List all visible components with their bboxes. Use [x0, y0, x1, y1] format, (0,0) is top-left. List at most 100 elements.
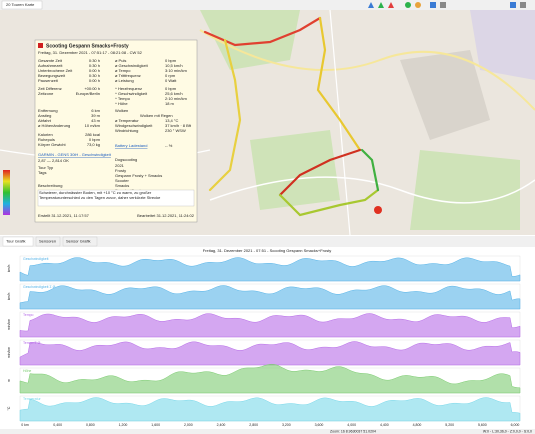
stat-label: ø Puls [115, 58, 126, 63]
stat-label: ^ Herzfrequenz [115, 86, 142, 91]
device-value: 2,87 — 2,814 OK [38, 158, 69, 163]
graph-name: Tempo Σ Ø [23, 341, 41, 345]
status-right: W:0 - L:30,36,0 - Z:0,0,0 - S:0,0 [483, 429, 532, 433]
graph-unit: m [7, 379, 11, 382]
stat-value: 286 kcal [85, 132, 100, 137]
route-marker[interactable] [374, 206, 382, 214]
stat-label: Unterbrochene Zeit [38, 68, 73, 73]
graphs: Geschwindigkeit km/h Geschwindigkeit Σ Ø km… [7, 255, 521, 422]
graph-title: Freitag, 31. Dezember 2021 - 07:51 - Sco… [203, 248, 332, 253]
stat-label: Körper Gewicht [38, 142, 66, 147]
popup-stats: Gesamte Zeit 0:30 h Aufnahmezeit 0:30 h Unte… [38, 58, 192, 193]
tab-bar [0, 236, 535, 247]
description: Schwierer, durchnässter Boden, mit +10 °… [39, 190, 161, 200]
tab[interactable] [2, 236, 34, 247]
tag: Smacks [115, 183, 129, 188]
x-tick-label: 4,400 [380, 423, 389, 427]
bottom-tabs: Tour Grafik Sensoren Sensor Grafik [2, 236, 98, 247]
stat-value: 73,0 kg [87, 142, 100, 147]
stat-label: Bewegungszeit [38, 73, 66, 78]
tour-type: Dogscooting [115, 157, 137, 162]
status-left: Zoom: 16 8.9630037 51.0204 [330, 429, 376, 433]
description-label: Beschreibung [38, 183, 62, 188]
x-tick-label: 6,000 [511, 423, 520, 427]
graph-name: Höhe [23, 369, 31, 373]
stat-value: 2:10 min/km [165, 96, 187, 101]
stat-label: Windrichtung [115, 128, 138, 133]
toolbar [0, 0, 535, 10]
x-tick-label: 0,400 [53, 423, 62, 427]
graph-unit: min/km [7, 319, 11, 330]
stat-label: Pausenzeit [38, 78, 59, 83]
graph-name: Geschwindigkeit Σ Ø [23, 285, 56, 289]
x-tick-label: 1,200 [119, 423, 128, 427]
description-box [37, 189, 195, 207]
stat-value: 0 bpm [165, 58, 177, 63]
stat-value: 0 rpm [165, 73, 176, 78]
tab-label: Tour Grafik [6, 239, 26, 244]
graph-area [19, 363, 521, 394]
stat-label: ø Geschwindigkeit [115, 63, 149, 68]
stat-value: +00:00 h [84, 86, 100, 91]
popup-icon [38, 43, 43, 48]
device-link[interactable]: GARMIN - GENS 30iH - Geschwindigkeit [38, 152, 112, 157]
tour-type-label: Tour Typ [38, 165, 54, 170]
edited: Bearbeitet 31.12.2021, 11:24:02 [137, 213, 195, 218]
stat-value: 10,5 km/h [165, 63, 183, 68]
stat-value: 43 m [91, 118, 101, 123]
stat-label: Ruhepuls [38, 137, 55, 142]
stat-label: ^ Geschwindigkeit [115, 91, 148, 96]
stat-label: Wolken [115, 108, 128, 113]
stat-value: 18 m [165, 101, 175, 106]
x-axis: 0 km 0,400 0,800 1,200 1,600 2,000 2,400 2,800 3… [21, 423, 519, 427]
x-tick-label: 5,600 [478, 423, 487, 427]
tag: 2021 [115, 163, 125, 168]
stat-value: 0 bpm [165, 86, 177, 91]
tag: Scooter [115, 178, 129, 183]
stat-value: 3:10 min/km [165, 68, 187, 73]
x-tick-label: 2,000 [184, 423, 193, 427]
tab-label: Sensoren [39, 239, 56, 244]
stat-label: Aufnahmezeit [38, 63, 63, 68]
color-legend [3, 170, 10, 215]
popup-date: Freitag, 31. Dezember 2021 - 07:51:17 - … [38, 50, 143, 55]
stat-label: ø Höhenänderung [38, 123, 70, 128]
tab[interactable] [62, 236, 98, 247]
created: Erstellt 31.12.2021, 11:17:57 [38, 213, 90, 218]
stat-value: 0 bpm [89, 137, 101, 142]
stat-value: 0:30 h [89, 73, 100, 78]
route [203, 16, 380, 217]
x-tick-label: 0 km [21, 423, 29, 427]
stat-label: Gesamte Zeit [38, 58, 63, 63]
stat-label: ø Trittfrequenz [115, 73, 141, 78]
x-tick-label: 5,200 [445, 423, 454, 427]
stat-label: Entfernung [38, 108, 58, 113]
stat-label: Kalorien [38, 132, 53, 137]
graph-unit: km/h [7, 293, 11, 301]
graph-area [19, 341, 521, 366]
stat-value: 230 ° WSW [165, 128, 186, 133]
stat-value: 10 m/km [85, 123, 101, 128]
stat-label: ø Temperatur [115, 118, 139, 123]
tab-label: Sensor Grafik [66, 239, 90, 244]
stat-label: Abfahrt [38, 118, 52, 123]
tag: Gespann Frosty + Smacks [115, 173, 162, 178]
battery-link[interactable]: Battery Ladestand [115, 143, 147, 148]
tab[interactable] [1, 0, 43, 10]
stat-value: 0:00 h [89, 68, 100, 73]
tab[interactable] [35, 236, 61, 247]
stat-value: 0:00 h [89, 78, 100, 83]
graph-unit: min/km [7, 347, 11, 358]
status-bar [0, 429, 535, 434]
battery-value: -- % [165, 143, 173, 148]
graph-area [19, 397, 521, 422]
tag: Frosty [115, 168, 126, 173]
stat-value: 13,4 °C [165, 118, 178, 123]
graph-area [19, 285, 521, 310]
stat-label: ø Tempo [115, 68, 131, 73]
x-tick-label: 4,000 [347, 423, 356, 427]
graph-area [19, 257, 521, 282]
graph-name: Tempo [23, 313, 34, 317]
map-features [0, 9, 535, 236]
stat-value: Europe/Berlin [76, 91, 100, 96]
